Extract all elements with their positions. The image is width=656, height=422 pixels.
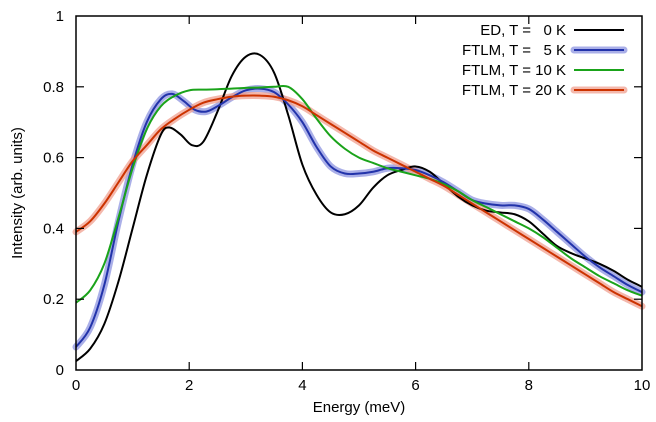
y-tick-label: 0.4 bbox=[43, 220, 64, 237]
legend-label: ED, T = 0 K bbox=[480, 22, 566, 39]
plot-frame bbox=[75, 15, 643, 371]
y-tick-label: 0 bbox=[56, 362, 64, 379]
legend-label: FTLM, T = 5 K bbox=[462, 42, 566, 59]
y-axis-title: Intensity (arb. units) bbox=[9, 127, 26, 259]
y-tick-label: 0.8 bbox=[43, 79, 64, 96]
x-tick-label: 6 bbox=[411, 377, 419, 394]
uncertainty-bands bbox=[72, 84, 646, 351]
series-2-line bbox=[75, 84, 643, 304]
series-lines bbox=[75, 52, 643, 362]
series-3-line bbox=[75, 94, 643, 308]
legend: ED, T = 0 K FTLM, T = 5 K FTLM, T = 10 K FT… bbox=[462, 22, 628, 99]
series-3-band bbox=[72, 92, 646, 310]
y-tick-label: 1 bbox=[56, 8, 64, 25]
x-axis-title: Energy (meV) bbox=[313, 399, 406, 416]
y-tick-label: 0.6 bbox=[43, 150, 64, 167]
x-tick-label: 8 bbox=[525, 377, 533, 394]
x-tick-label: 0 bbox=[72, 377, 80, 394]
legend-label: FTLM, T = 20 K bbox=[462, 82, 566, 99]
y-tick-label: 0.2 bbox=[43, 291, 64, 308]
x-tick-label: 10 bbox=[634, 377, 651, 394]
series-1-line bbox=[75, 87, 643, 348]
series-0-line bbox=[75, 52, 643, 362]
axis-ticks bbox=[76, 16, 642, 370]
x-tick-label: 2 bbox=[185, 377, 193, 394]
legend-label: FTLM, T = 10 K bbox=[462, 62, 566, 79]
tick-labels: 0 2 4 6 8 10 0 0.2 0.4 0.6 0.8 1 bbox=[43, 8, 650, 394]
x-tick-label: 4 bbox=[298, 377, 306, 394]
